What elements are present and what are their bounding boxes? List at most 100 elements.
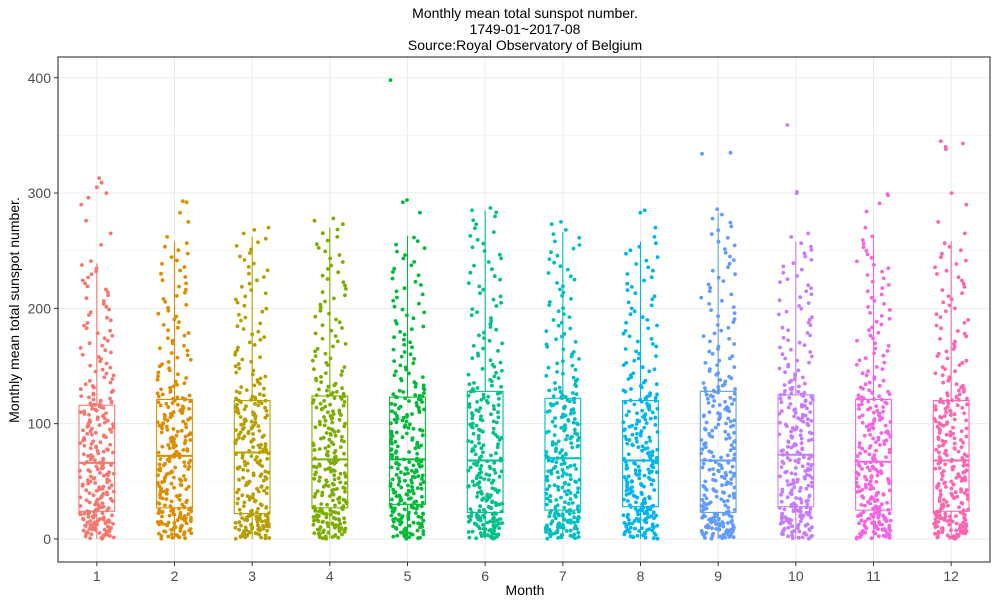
data-point xyxy=(778,280,782,285)
x-tick-label: 7 xyxy=(559,568,567,584)
data-point xyxy=(104,371,109,376)
data-point xyxy=(320,493,324,498)
data-point xyxy=(164,424,169,429)
data-point xyxy=(959,500,964,505)
data-point xyxy=(477,333,481,338)
data-point xyxy=(322,415,326,419)
data-point xyxy=(259,472,264,477)
data-point xyxy=(702,413,706,418)
data-point xyxy=(473,226,477,231)
data-point xyxy=(175,258,179,263)
data-point xyxy=(242,459,247,464)
data-point xyxy=(256,403,261,408)
data-point xyxy=(258,321,263,326)
data-point xyxy=(863,474,867,479)
data-point xyxy=(555,253,560,258)
data-point xyxy=(331,409,335,414)
data-point xyxy=(264,491,269,496)
data-point xyxy=(320,290,325,294)
data-point xyxy=(84,296,89,301)
data-point xyxy=(576,504,580,508)
data-point xyxy=(399,376,403,381)
data-point xyxy=(965,493,970,498)
data-point xyxy=(728,395,733,400)
data-point xyxy=(802,251,807,256)
data-point xyxy=(702,501,706,505)
data-point xyxy=(640,448,644,453)
data-point xyxy=(936,482,941,486)
data-point xyxy=(402,286,407,291)
data-point xyxy=(498,294,503,299)
data-point xyxy=(467,382,472,387)
data-point xyxy=(341,403,346,408)
data-point xyxy=(647,527,652,531)
data-point xyxy=(317,419,322,424)
data-point xyxy=(486,504,491,509)
data-point xyxy=(263,374,268,379)
data-point xyxy=(864,209,869,214)
data-point xyxy=(472,483,477,488)
data-point xyxy=(155,391,160,396)
data-point xyxy=(857,415,862,420)
data-point xyxy=(488,519,493,524)
data-point xyxy=(726,265,730,270)
data-point xyxy=(491,430,496,435)
data-point xyxy=(341,280,346,285)
data-point xyxy=(400,514,405,518)
data-point xyxy=(328,414,333,418)
data-point xyxy=(470,411,474,416)
data-point xyxy=(711,467,715,471)
data-point xyxy=(312,367,316,372)
data-point xyxy=(555,528,560,533)
data-point xyxy=(941,502,946,507)
data-point xyxy=(331,498,335,503)
data-point xyxy=(81,428,85,433)
data-point xyxy=(391,298,396,303)
data-point xyxy=(83,523,88,528)
data-point xyxy=(947,244,952,249)
data-point xyxy=(408,422,412,427)
y-tick-label: 100 xyxy=(28,416,52,432)
data-point xyxy=(169,255,174,259)
y-tick-label: 300 xyxy=(28,185,52,201)
data-point xyxy=(562,505,567,510)
data-point xyxy=(394,460,399,465)
data-point xyxy=(159,519,163,524)
data-point xyxy=(402,332,407,337)
data-point xyxy=(187,407,192,411)
data-point xyxy=(244,388,249,392)
data-point xyxy=(861,241,866,246)
data-point xyxy=(723,503,728,508)
data-point xyxy=(108,380,113,385)
data-point xyxy=(883,400,888,405)
data-point xyxy=(626,474,631,479)
data-point xyxy=(478,291,482,295)
data-point xyxy=(414,511,418,515)
data-point xyxy=(552,402,556,407)
data-point xyxy=(241,422,246,426)
data-point xyxy=(479,397,484,402)
data-point xyxy=(335,339,340,344)
data-point xyxy=(943,439,948,444)
data-point xyxy=(633,507,638,511)
data-point xyxy=(710,352,715,356)
data-point xyxy=(410,436,415,440)
data-point xyxy=(793,372,798,376)
data-point xyxy=(544,523,549,528)
data-point xyxy=(621,363,626,367)
data-point xyxy=(960,456,965,460)
box-iqr xyxy=(777,394,815,508)
data-point xyxy=(83,281,87,286)
data-point xyxy=(786,444,790,449)
data-point xyxy=(633,426,638,431)
data-point xyxy=(97,355,101,359)
data-point xyxy=(564,437,568,442)
data-point xyxy=(499,384,503,389)
data-point xyxy=(82,323,86,328)
data-point xyxy=(246,265,251,269)
data-point xyxy=(160,444,165,449)
data-point xyxy=(547,409,552,413)
data-point xyxy=(781,336,786,340)
data-point xyxy=(730,354,735,359)
data-point xyxy=(940,251,944,256)
